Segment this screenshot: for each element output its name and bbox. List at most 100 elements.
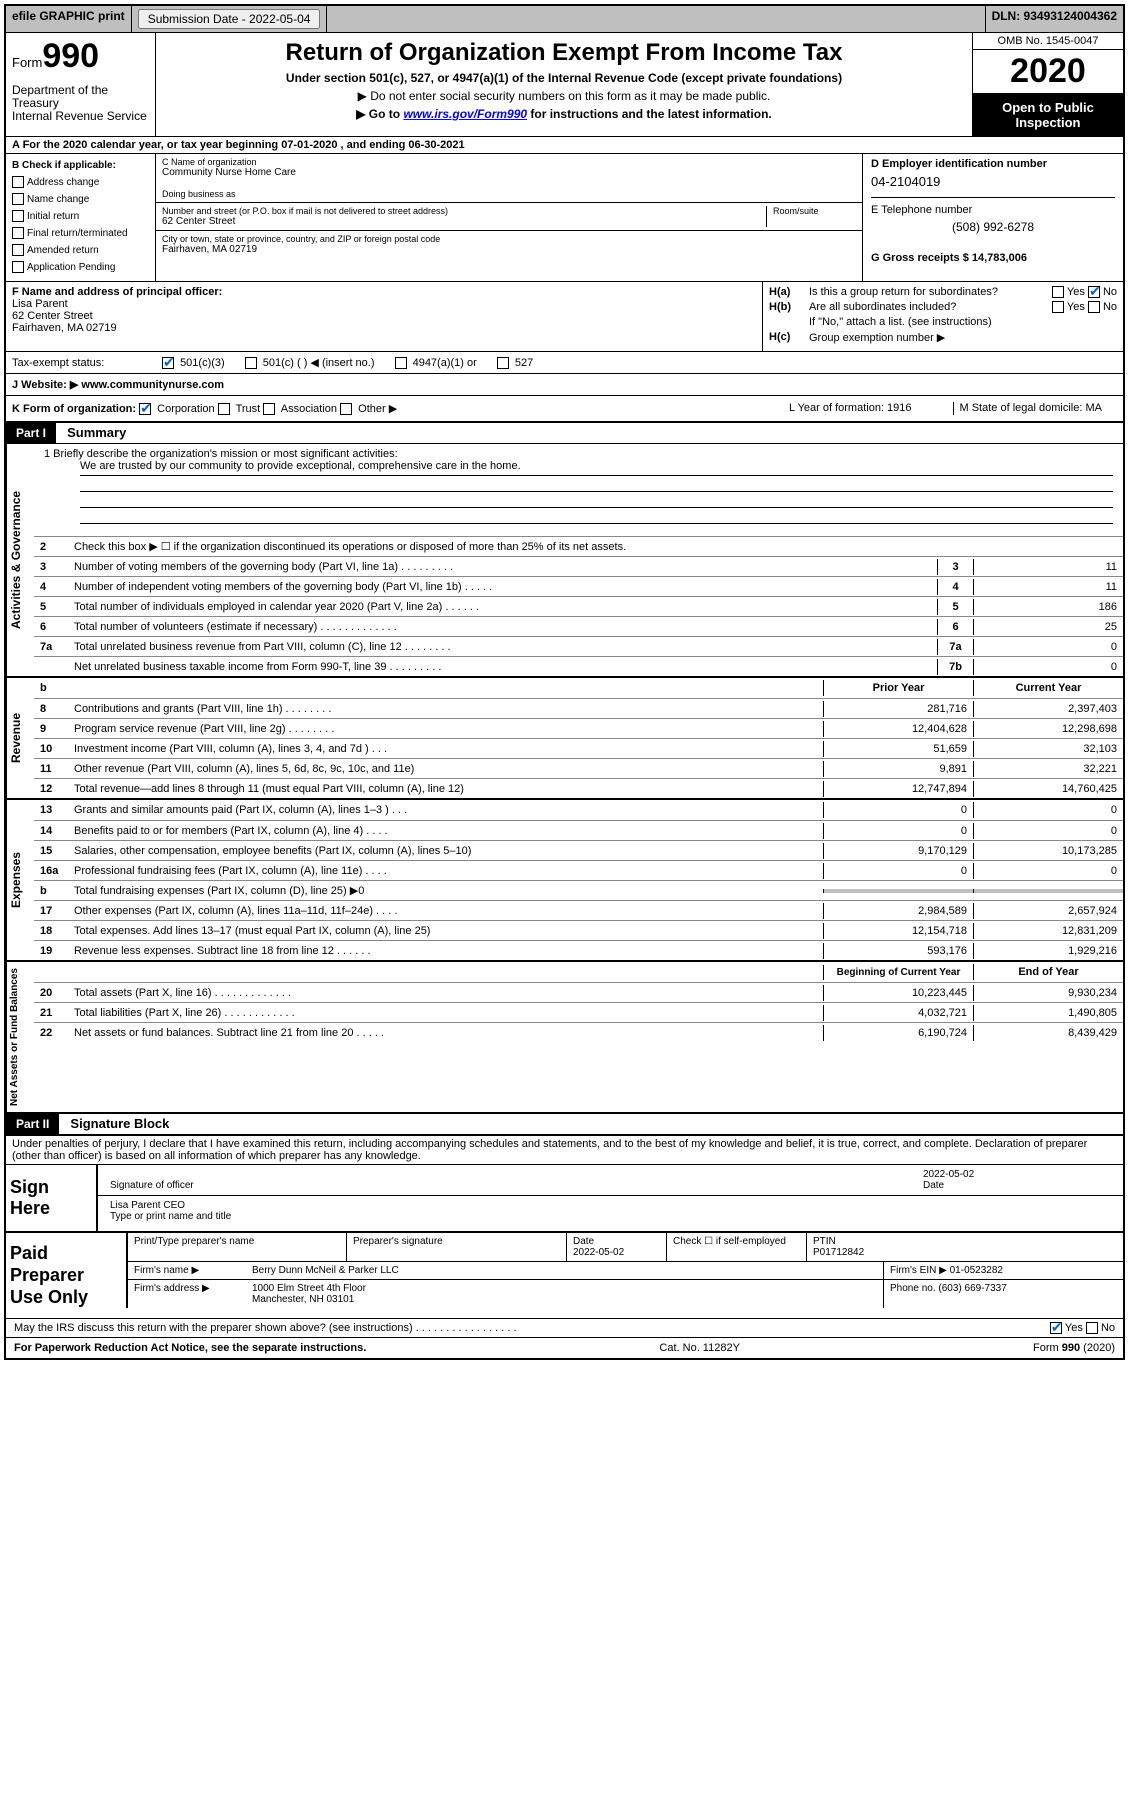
- irs-link[interactable]: www.irs.gov/Form990: [403, 107, 527, 121]
- sign-here-row: Sign Here Signature of officer 2022-05-0…: [6, 1164, 1123, 1231]
- org-name: Community Nurse Home Care: [162, 167, 856, 178]
- sidelabel-governance: Activities & Governance: [6, 444, 34, 676]
- sidelabel-revenue: Revenue: [6, 678, 34, 798]
- chk-final[interactable]: Final return/terminated: [12, 226, 149, 241]
- submission-button[interactable]: Submission Date - 2022-05-04: [138, 9, 321, 29]
- tax-label: Tax-exempt status:: [12, 357, 142, 369]
- officer-name: Lisa Parent: [12, 298, 756, 310]
- ha-label: H(a): [769, 286, 809, 298]
- dln: DLN: 93493124004362: [985, 6, 1123, 32]
- chk-assoc[interactable]: Association: [263, 403, 337, 415]
- hc-label: H(c): [769, 331, 809, 344]
- officer-city: Fairhaven, MA 02719: [12, 322, 756, 334]
- row-a: A For the 2020 calendar year, or tax yea…: [6, 136, 1123, 153]
- prep-date: 2022-05-02: [573, 1247, 624, 1258]
- chk-pending[interactable]: Application Pending: [12, 260, 149, 275]
- section-bcde: B Check if applicable: Address change Na…: [6, 153, 1123, 281]
- hc-text: Group exemption number ▶: [809, 331, 1117, 344]
- header-mid: Return of Organization Exempt From Incom…: [156, 33, 973, 136]
- chk-name[interactable]: Name change: [12, 192, 149, 207]
- col-b: B Check if applicable: Address change Na…: [6, 154, 156, 281]
- chk-4947[interactable]: 4947(a)(1) or: [395, 357, 477, 369]
- footer-left: For Paperwork Reduction Act Notice, see …: [14, 1342, 366, 1354]
- fin-line: 14Benefits paid to or for members (Part …: [34, 820, 1123, 840]
- sign-here-label: Sign Here: [6, 1165, 96, 1231]
- hb-note: If "No," attach a list. (see instruction…: [809, 316, 1117, 328]
- part1-header: Part I: [6, 423, 56, 443]
- form-container: efile GRAPHIC print Submission Date - 20…: [4, 4, 1125, 1360]
- fin-line: 9Program service revenue (Part VIII, lin…: [34, 718, 1123, 738]
- street-label: Number and street (or P.O. box if mail i…: [162, 206, 766, 216]
- form-subtitle: Under section 501(c), 527, or 4947(a)(1)…: [162, 71, 966, 85]
- footer-right: Form 990 (2020): [1033, 1342, 1115, 1354]
- col-de: D Employer identification number 04-2104…: [863, 154, 1123, 281]
- gross-receipts: G Gross receipts $ 14,783,006: [871, 252, 1115, 264]
- col-h: H(a) Is this a group return for subordin…: [763, 282, 1123, 351]
- fin-line: 10Investment income (Part VIII, column (…: [34, 738, 1123, 758]
- fin-line: 12Total revenue—add lines 8 through 11 (…: [34, 778, 1123, 798]
- sig-officer-label: Signature of officer: [110, 1180, 194, 1191]
- prep-check-label[interactable]: Check ☐ if self-employed: [666, 1233, 806, 1261]
- firm-name: Berry Dunn McNeil & Parker LLC: [246, 1262, 883, 1279]
- chk-other[interactable]: Other ▶: [340, 403, 397, 415]
- summary-governance: Activities & Governance 1 Briefly descri…: [6, 443, 1123, 676]
- row-l: L Year of formation: 1916: [789, 402, 954, 415]
- fin-line: 16aProfessional fundraising fees (Part I…: [34, 860, 1123, 880]
- sidelabel-netassets: Net Assets or Fund Balances: [6, 962, 34, 1112]
- ha-checks[interactable]: Yes No: [1052, 286, 1117, 298]
- name-label: C Name of organization: [162, 157, 856, 167]
- chk-address[interactable]: Address change: [12, 175, 149, 190]
- irs-discuss-text: May the IRS discuss this return with the…: [14, 1322, 1050, 1334]
- city-label: City or town, state or province, country…: [162, 234, 856, 244]
- fin-line: 22Net assets or fund balances. Subtract …: [34, 1022, 1123, 1042]
- part2-title: Signature Block: [62, 1114, 177, 1133]
- mission-text: We are trusted by our community to provi…: [80, 460, 1113, 476]
- footer: For Paperwork Reduction Act Notice, see …: [6, 1337, 1123, 1358]
- perjury-text: Under penalties of perjury, I declare th…: [6, 1134, 1123, 1164]
- header: Form990 Department of the Treasury Inter…: [6, 33, 1123, 136]
- irs-discuss-checks[interactable]: Yes No: [1050, 1322, 1115, 1334]
- chk-initial[interactable]: Initial return: [12, 209, 149, 224]
- firm-addr1: 1000 Elm Street 4th Floor: [252, 1283, 366, 1294]
- hb-text: Are all subordinates included?: [809, 301, 1052, 313]
- chk-corp[interactable]: Corporation: [139, 403, 215, 415]
- chk-amended[interactable]: Amended return: [12, 243, 149, 258]
- chk-527[interactable]: 527: [497, 357, 533, 369]
- part1-row: Part I Summary: [6, 421, 1123, 443]
- header-left: Form990 Department of the Treasury Inter…: [6, 33, 156, 136]
- fin-line: 8Contributions and grants (Part VIII, li…: [34, 698, 1123, 718]
- topbar: efile GRAPHIC print Submission Date - 20…: [6, 6, 1123, 33]
- prep-phone: (603) 669-7337: [938, 1283, 1006, 1294]
- street: 62 Center Street: [162, 216, 766, 227]
- sig-date-label: Date: [923, 1180, 944, 1191]
- tax-status-row: Tax-exempt status: 501(c)(3) 501(c) ( ) …: [6, 351, 1123, 373]
- chk-501c3[interactable]: 501(c)(3): [162, 357, 225, 369]
- row-m: M State of legal domicile: MA: [954, 402, 1118, 415]
- part1-title: Summary: [59, 423, 134, 442]
- sig-name-label: Type or print name and title: [110, 1211, 231, 1222]
- chk-trust[interactable]: Trust: [218, 403, 261, 415]
- preparer-label: Paid Preparer Use Only: [6, 1233, 126, 1318]
- ha-text: Is this a group return for subordinates?: [809, 286, 1052, 298]
- gov-line: 7aTotal unrelated business revenue from …: [34, 636, 1123, 656]
- fin-line: 11Other revenue (Part VIII, column (A), …: [34, 758, 1123, 778]
- part2-row: Part II Signature Block: [6, 1112, 1123, 1134]
- fin-line: 21Total liabilities (Part X, line 26) . …: [34, 1002, 1123, 1022]
- arrow-1: ▶ Do not enter social security numbers o…: [162, 89, 966, 103]
- tax-year: 2020: [973, 50, 1123, 94]
- sig-name: Lisa Parent CEO: [110, 1200, 185, 1211]
- gov-line: Net unrelated business taxable income fr…: [34, 656, 1123, 676]
- part2-header: Part II: [6, 1114, 59, 1134]
- irs-discuss-row: May the IRS discuss this return with the…: [6, 1318, 1123, 1337]
- form-title: Return of Organization Exempt From Incom…: [162, 39, 966, 67]
- phone: (508) 992-6278: [871, 220, 1115, 234]
- preparer-row: Paid Preparer Use Only Print/Type prepar…: [6, 1231, 1123, 1318]
- gov-line: 6Total number of volunteers (estimate if…: [34, 616, 1123, 636]
- hb-checks[interactable]: Yes No: [1052, 301, 1117, 313]
- mission-label: 1 Briefly describe the organization's mi…: [44, 448, 1113, 460]
- boy-header: Beginning of Current Year: [823, 965, 973, 980]
- row-klm: K Form of organization: Corporation Trus…: [6, 395, 1123, 421]
- chk-501c[interactable]: 501(c) ( ) ◀ (insert no.): [245, 356, 375, 369]
- efile-label: efile GRAPHIC print: [6, 6, 132, 32]
- b-title: B Check if applicable:: [12, 160, 116, 171]
